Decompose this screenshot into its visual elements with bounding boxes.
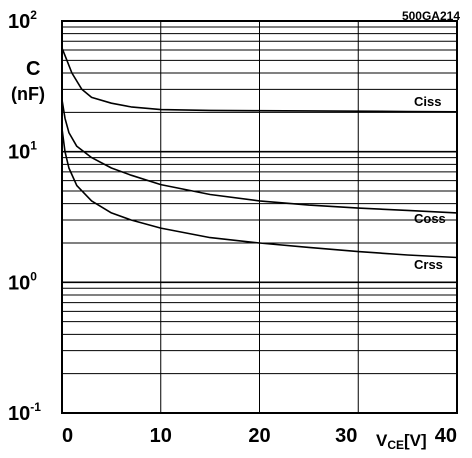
x-tick-label: 20 [248, 425, 270, 447]
series-line-coss [61, 99, 458, 214]
series-line-ciss [61, 47, 458, 113]
x-axis-label: VCE[V] [376, 431, 427, 452]
figure-code: 500GA214 [401, 9, 460, 23]
x-tick-label: 30 [335, 425, 357, 447]
series-label-crss: Crss [414, 257, 443, 272]
y-axis-title: C [26, 58, 41, 80]
y-axis-unit: (nF) [11, 84, 45, 104]
series-lines [61, 47, 458, 259]
y-tick-label: 101 [8, 139, 37, 164]
y-tick-label: 10-1 [8, 400, 41, 425]
plot-border [61, 20, 458, 414]
x-tick-label: 10 [150, 425, 172, 447]
x-tick-label: 40 [435, 425, 457, 447]
y-tick-label: 102 [8, 8, 37, 33]
x-tick-label: 0 [62, 425, 73, 447]
series-label-coss: Coss [414, 211, 446, 226]
labels: Ciss Coss Crss 0 10 20 30 40 VCE[V] 102 101 100 10-1 [8, 8, 457, 452]
series-line-crss [61, 128, 458, 259]
plot-frame [61, 20, 458, 414]
y-tick-label: 100 [8, 269, 37, 294]
series-label-ciss: Ciss [414, 94, 441, 109]
